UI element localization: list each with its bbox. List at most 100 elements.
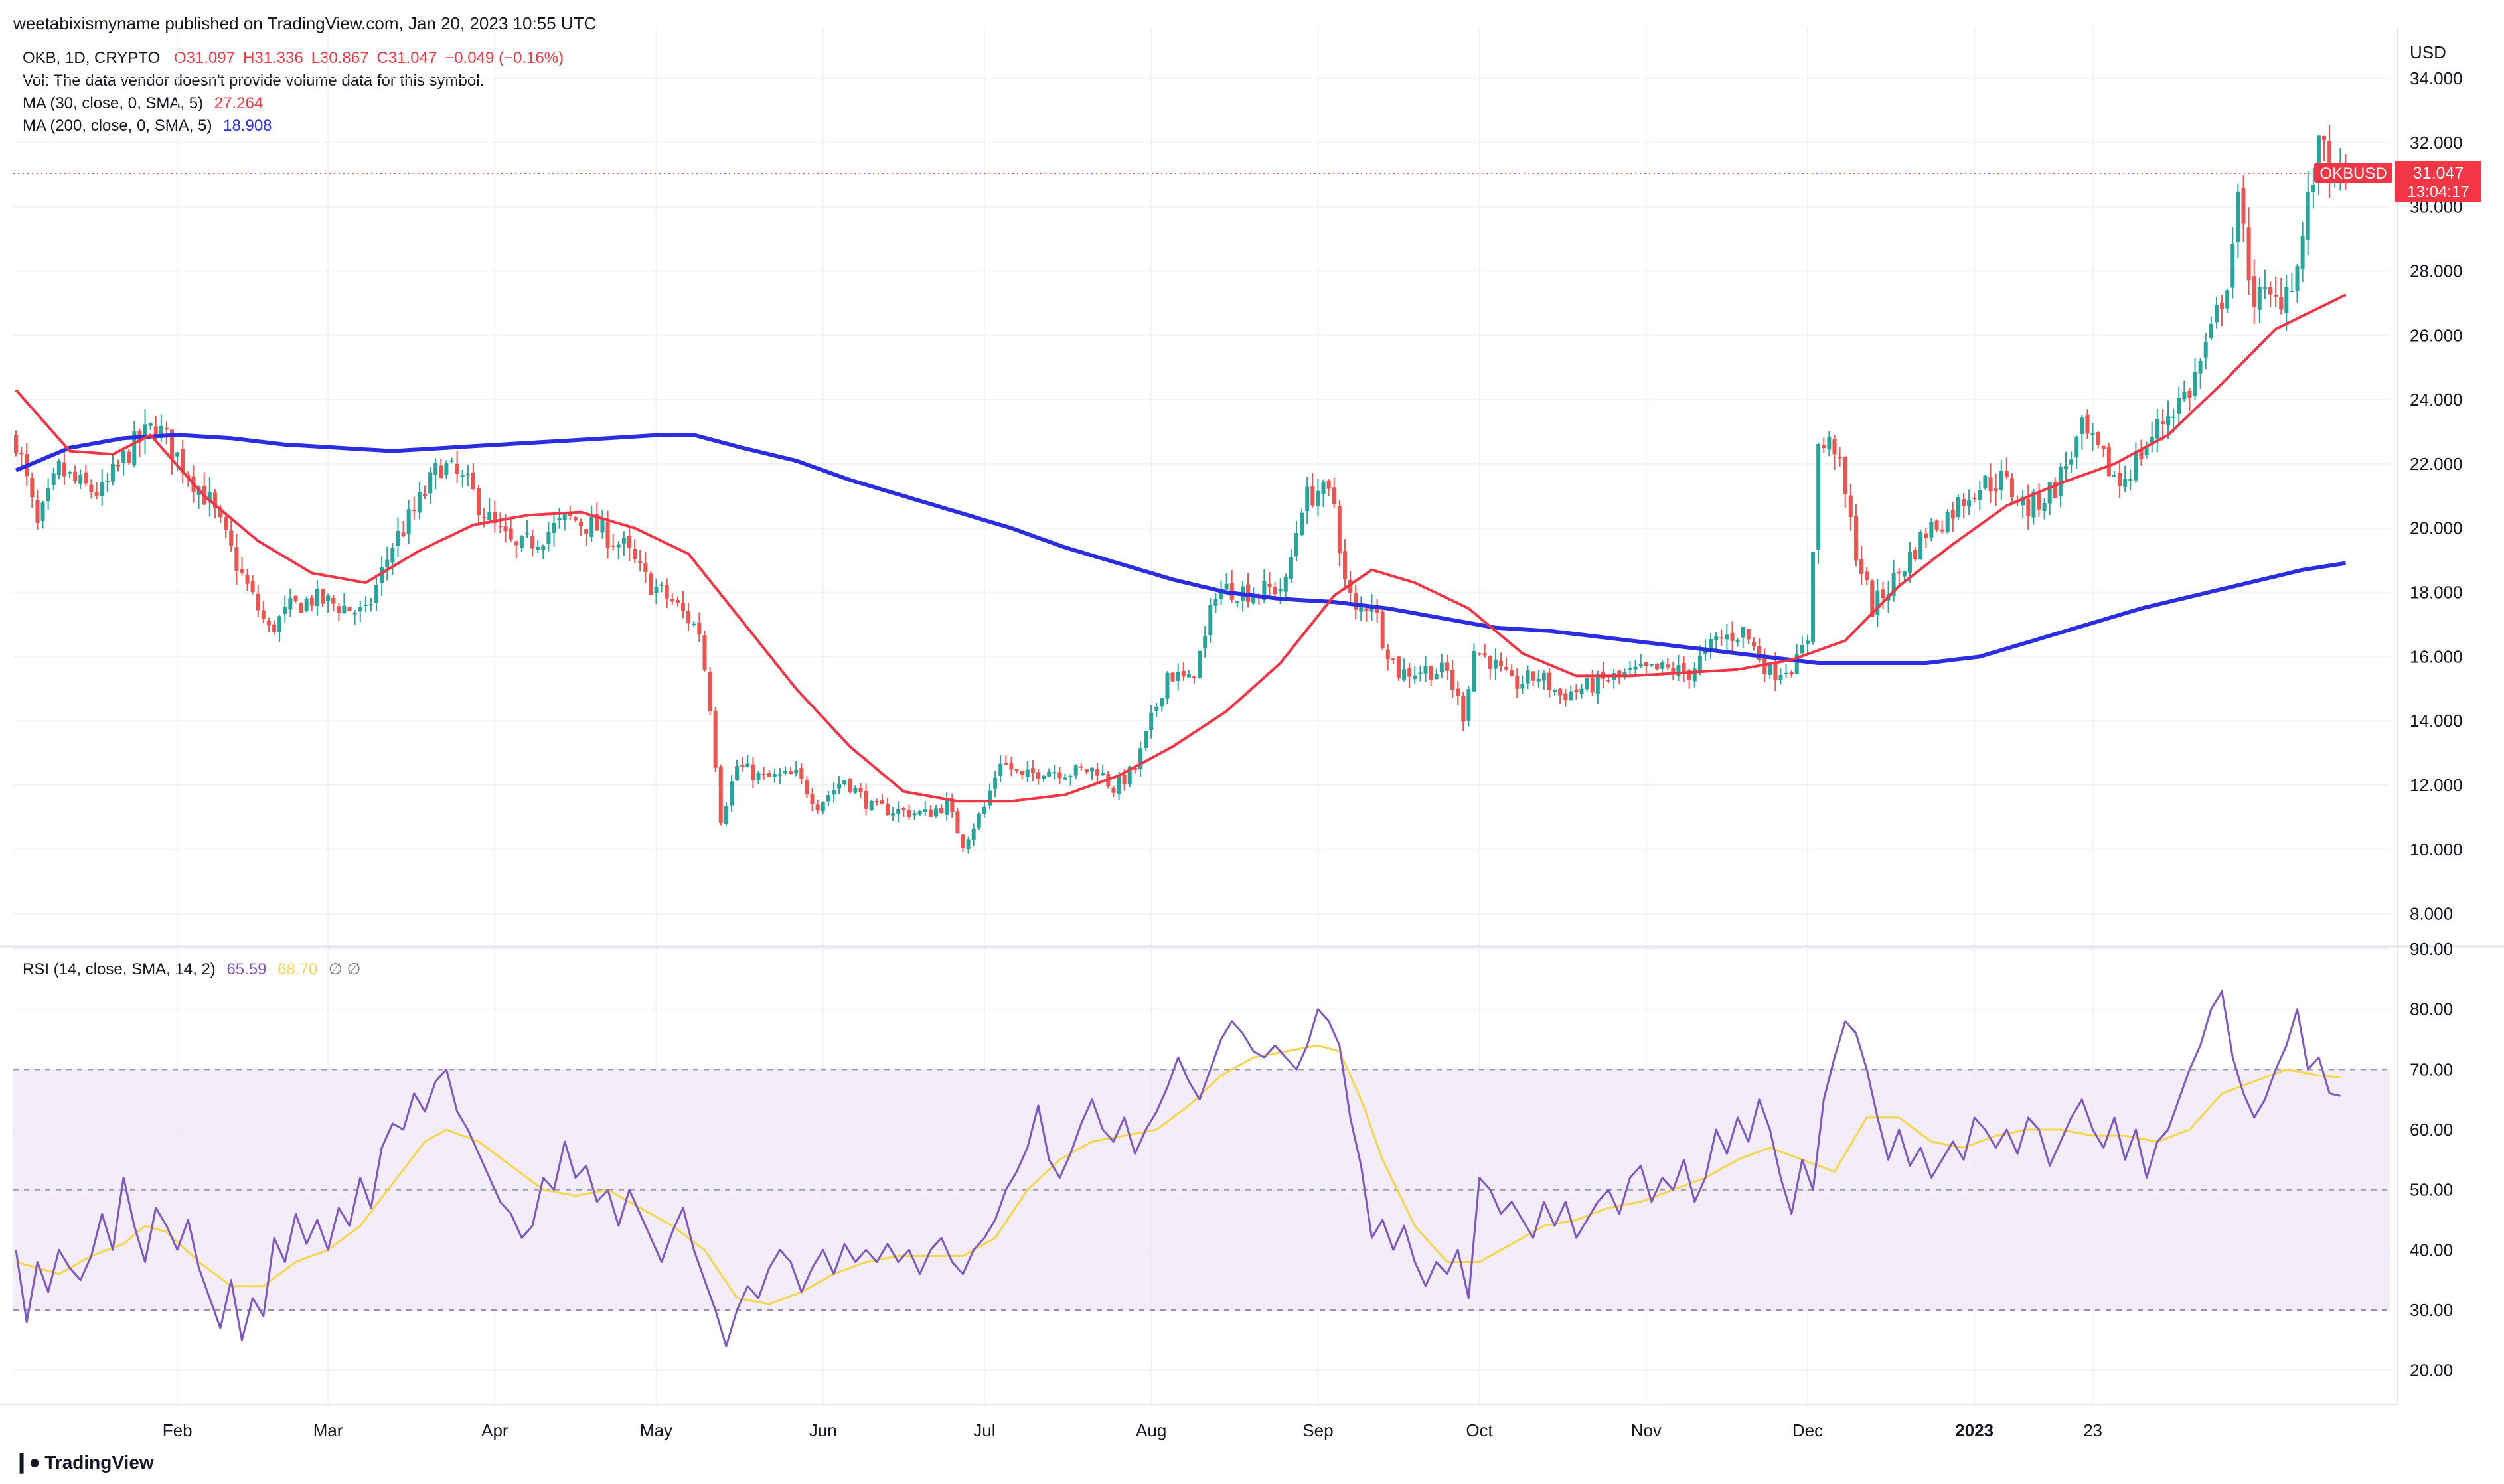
candle-body: [1488, 656, 1492, 669]
candle-body: [2085, 414, 2090, 434]
candle-body: [584, 529, 589, 534]
rsi-tick-label: 80.00: [2410, 1000, 2453, 1019]
candle-body: [2139, 449, 2144, 459]
candle-body: [821, 802, 825, 812]
candle-body: [68, 472, 72, 474]
candle-body: [2241, 187, 2246, 224]
candle-body: [1913, 550, 1918, 559]
candle-body: [2118, 473, 2122, 486]
candle-body: [121, 451, 126, 463]
candle-body: [2047, 482, 2052, 504]
candle-body: [2150, 436, 2154, 445]
candle-body: [546, 532, 551, 544]
candle-body: [928, 809, 933, 817]
candle-body: [2166, 416, 2170, 425]
candle-body: [35, 500, 40, 524]
candle-body: [1305, 486, 1310, 512]
candle-body: [1359, 607, 1364, 612]
candle-body: [1697, 655, 1702, 671]
candle-body: [1579, 688, 1584, 694]
ma200-legend[interactable]: MA (200, close, 0, SMA, 5) 18.908: [23, 117, 272, 135]
candle-body: [1101, 773, 1105, 776]
price-tag-countdown: 13:04:17: [2407, 183, 2469, 201]
candle-body: [2080, 417, 2084, 434]
tradingview-brand[interactable]: ❙● TradingView: [13, 1451, 154, 1474]
price-tick-label: 32.000: [2410, 133, 2463, 153]
candle-body: [1456, 688, 1460, 696]
candle-body: [1789, 672, 1794, 675]
candle-body: [1030, 768, 1035, 773]
change-value: −0.049 (−0.16%): [445, 49, 564, 67]
candle-body: [385, 559, 390, 567]
candle-body: [465, 474, 470, 476]
candle-body: [1170, 672, 1175, 682]
candle-body: [116, 465, 120, 467]
candle-body: [880, 800, 884, 804]
candle-body: [945, 799, 949, 815]
candle-body: [1482, 653, 1487, 656]
candle-body: [530, 536, 535, 549]
candle-body: [2316, 135, 2321, 181]
candle-body: [2225, 290, 2230, 309]
candle-body: [896, 808, 901, 815]
candle-body: [1536, 678, 1541, 682]
candle-body: [293, 595, 298, 601]
candle-body: [1294, 533, 1298, 557]
candle-body: [1429, 666, 1433, 681]
candle-body: [605, 521, 610, 548]
candle-body: [1881, 589, 1885, 599]
rsi-value: 65.59: [226, 960, 267, 978]
candle-body: [1176, 672, 1180, 682]
candle-body: [519, 536, 524, 548]
candle-body: [487, 511, 492, 520]
candle-body: [288, 598, 293, 610]
candle-body: [439, 465, 443, 479]
symbol-legend[interactable]: OKB, 1D, CRYPTO O31.097 H31.336 L30.867 C31…: [23, 49, 572, 68]
candle-body: [1897, 571, 1901, 574]
candle-body: [1385, 649, 1390, 660]
candle-body: [1918, 532, 1923, 560]
candle-body: [78, 475, 83, 484]
candle-body: [1859, 559, 1864, 574]
candle-body: [1638, 664, 1643, 666]
ma30-legend[interactable]: MA (30, close, 0, SMA, 5) 27.264: [23, 94, 263, 113]
candle-body: [315, 589, 319, 607]
candle-body: [1047, 771, 1052, 777]
candle-body: [380, 567, 384, 583]
candle-body: [299, 603, 303, 613]
candle-body: [777, 774, 782, 776]
candle-body: [1084, 769, 1089, 773]
candle-body: [2155, 419, 2159, 439]
candle-body: [1407, 667, 1412, 677]
candle-body: [933, 808, 938, 816]
candle-body: [1160, 698, 1164, 707]
candle-body: [864, 790, 868, 809]
candle-body: [2209, 323, 2213, 339]
candle-body: [568, 514, 572, 516]
candle-body: [503, 526, 508, 532]
candle-body: [455, 463, 459, 474]
candle-body: [536, 546, 540, 550]
candle-body: [1283, 577, 1288, 592]
grid-lines: [0, 27, 2504, 1404]
candle-body: [595, 514, 599, 531]
moving-averages: [15, 293, 2347, 803]
volume-legend[interactable]: Vol: The data vendor doesn't provide vol…: [23, 72, 484, 90]
candle-body: [509, 528, 513, 540]
candle-body: [1073, 765, 1078, 776]
candle-body: [1300, 512, 1304, 536]
candles-group: [13, 124, 2390, 854]
candle-body: [514, 541, 518, 546]
rsi-legend[interactable]: RSI (14, close, SMA, 14, 2) 65.59 68.70 …: [23, 960, 360, 979]
candle-body: [2064, 466, 2069, 470]
candle-body: [1472, 651, 1476, 692]
candle-body: [320, 589, 325, 604]
last-price-tag[interactable]: OKBUSD 31.047 13:04:17: [2314, 161, 2481, 203]
candle-body: [1493, 659, 1498, 669]
candle-body: [1541, 673, 1546, 681]
candle-body: [761, 773, 766, 775]
candle-body: [1332, 487, 1336, 504]
low-value: L30.867: [311, 49, 369, 67]
candle-body: [713, 710, 718, 768]
